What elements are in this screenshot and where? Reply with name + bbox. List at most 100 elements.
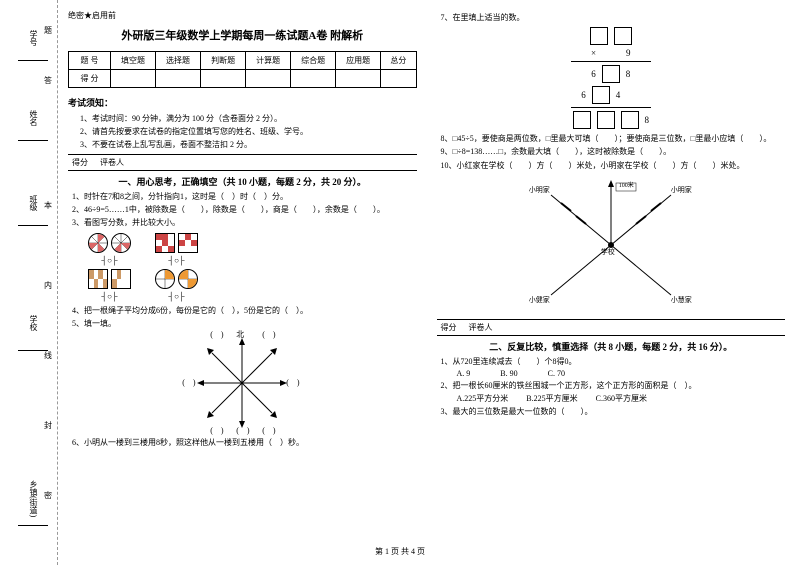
blank: ( ) [286,377,299,388]
blank: ( ) [210,425,223,436]
diagram-label: 小慧家 [671,295,692,305]
fraction-shapes: ┤○├ ┤○├ [88,269,417,301]
mult-sign: × [591,48,596,58]
table-cell: 填空题 [111,52,156,70]
confidential-label: 绝密★启用前 [68,10,417,21]
blank-box [614,27,632,45]
notice-item: 2、请首先按要求在试卷的指定位置填写您的姓名、班级、学号。 [80,126,417,137]
table-cell [156,70,201,88]
score-line: 得分 评卷人 [68,154,417,171]
scale-label: 100米 [619,180,634,189]
exam-title: 外研版三年级数学上学期每周一练试题A卷 附解析 [68,27,417,43]
choice-a: A. 9 [457,369,471,378]
compare-symbol: ┤○├ [101,256,117,265]
table-cell: 选择题 [156,52,201,70]
question-s2-3: 3、最大的三位数是最大一位数的（ ）。 [441,406,786,417]
diagram-label: 小明家 [671,185,692,195]
digit-four: 4 [616,90,621,100]
blank-box [573,111,591,129]
table-cell: 应用题 [336,52,381,70]
direction-diagram: 100米 小明家 小慧家 小健家 小明家 学校 [521,175,701,315]
square-icon [178,233,198,253]
blank: ( ) [262,425,275,436]
circle-icon [111,233,131,253]
table-cell: 综合题 [291,52,336,70]
right-column: 7、在里填上适当的数。 ×9 68 64 8 8、□45÷5，要使商是两位数，□… [437,10,786,555]
question-5: 5、填一填。 [72,318,417,329]
left-column: 绝密★启用前 外研版三年级数学上学期每周一练试题A卷 附解析 题 号 填空题 选… [68,10,417,555]
binding-label-class: 班级 [28,195,39,211]
blank: ( ) [182,377,195,388]
page-footer: 第 1 页 共 4 页 [0,546,800,557]
notice-item: 1、考试时间：90 分钟，满分为 100 分（含卷面分 2 分）。 [80,113,417,124]
fraction-pair: ┤○├ [88,269,131,301]
binding-area: 学号 姓名 班级 学校 乡镇(街道) 题 答 本 内 线 封 密 [0,0,58,565]
fraction-pair: ┤○├ [155,269,198,301]
square-icon [111,269,131,289]
compass-diagram: 北 ( ) ( ) ( ) ( ) ( ) ( ) ( ) [192,333,292,433]
table-cell [201,70,246,88]
diagram-label: 学校 [601,247,615,257]
binding-marker: 线 [44,350,52,361]
circle-icon [88,233,108,253]
question-9: 9、□÷8=138……□，余数最大填（ ），这时被除数是（ ）。 [441,146,786,157]
digit-eight: 8 [626,69,631,79]
table-row: 题 号 填空题 选择题 判断题 计算题 综合题 应用题 总分 [69,52,417,70]
binding-marker: 本 [44,200,52,211]
section-heading: 二、反复比较，慎重选择（共 8 小题，每题 2 分，共 16 分）。 [437,340,786,353]
question-10: 10、小红家在学校（ ）方（ ）米处，小明家在学校（ ）方（ ）米处。 [441,160,786,171]
binding-label-school: 学校 [28,315,39,331]
blank-box [590,27,608,45]
diagram-label: 小健家 [529,295,550,305]
circle-icon [155,269,175,289]
question-8: 8、□45÷5，要使商是两位数，□里最大可填（ ）；要使商是三位数，□里最小应填… [441,133,786,144]
blank-box [602,65,620,83]
table-cell [336,70,381,88]
table-cell: 题 号 [69,52,111,70]
binding-marker: 封 [44,420,52,431]
square-icon [155,233,175,253]
reviewer-label: 评卷人 [469,322,493,333]
question-2: 2、46÷9=5……1中，被除数是（ ），除数是（ ），商是（ ），余数是（ ）… [72,204,417,215]
digit-six: 6 [591,69,596,79]
fraction-pair: ┤○├ [155,233,198,265]
rule-line [571,61,651,62]
table-cell [111,70,156,88]
north-label: 北 [236,329,244,340]
question-s2-2: 2、把一根长60厘米的铁丝围城一个正方形，这个正方形的面积是（ ）。 [441,380,786,391]
question-s2-1: 1、从720里连续减去（ ）个8得0。 [441,356,786,367]
compare-symbol: ┤○├ [168,256,184,265]
choice-row: A.225平方分米 B.225平方厘米 C.360平方厘米 [457,393,786,404]
digit-nine: 9 [626,48,631,58]
blank: ( ) [236,425,249,436]
table-cell: 判断题 [201,52,246,70]
question-3: 3、看图写分数，并比较大小。 [72,217,417,228]
question-1: 1、时针在7和8之间，分针指向1，这时是（ ）时（ ）分。 [72,191,417,202]
table-cell [291,70,336,88]
blank-box [597,111,615,129]
question-6: 6、小明从一楼到三楼用8秒，照这样他从一楼到五楼用（ ）秒。 [72,437,417,448]
digit-six: 6 [581,90,586,100]
blank-box [621,111,639,129]
score-table: 题 号 填空题 选择题 判断题 计算题 综合题 应用题 总分 得 分 [68,51,417,88]
choice-b: B. 90 [500,369,517,378]
binding-marker: 内 [44,280,52,291]
binding-marker: 题 [44,25,52,36]
choice-row: A. 9 B. 90 C. 70 [457,369,786,378]
question-4: 4、把一根绳子平均分成6份，每份是它的（ ），5份是它的（ ）。 [72,305,417,316]
blank: ( ) [262,329,275,340]
table-cell [381,70,416,88]
notice-title: 考试须知： [68,96,417,109]
blank: ( ) [210,329,223,340]
circle-icon [178,269,198,289]
section-heading: 一、用心思考，正确填空（共 10 小题，每题 2 分，共 20 分）。 [68,175,417,188]
question-7: 7、在里填上适当的数。 [441,12,786,23]
binding-label-town: 乡镇(街道) [28,480,39,517]
rule-line [571,107,651,108]
binding-field [18,525,48,526]
binding-label-name: 姓名 [28,110,39,126]
score-label: 得分 [441,322,457,333]
choice-b: B.225平方厘米 [526,393,577,404]
fraction-pair: ┤○├ [88,233,131,265]
fraction-shapes: ┤○├ ┤○├ [88,233,417,265]
